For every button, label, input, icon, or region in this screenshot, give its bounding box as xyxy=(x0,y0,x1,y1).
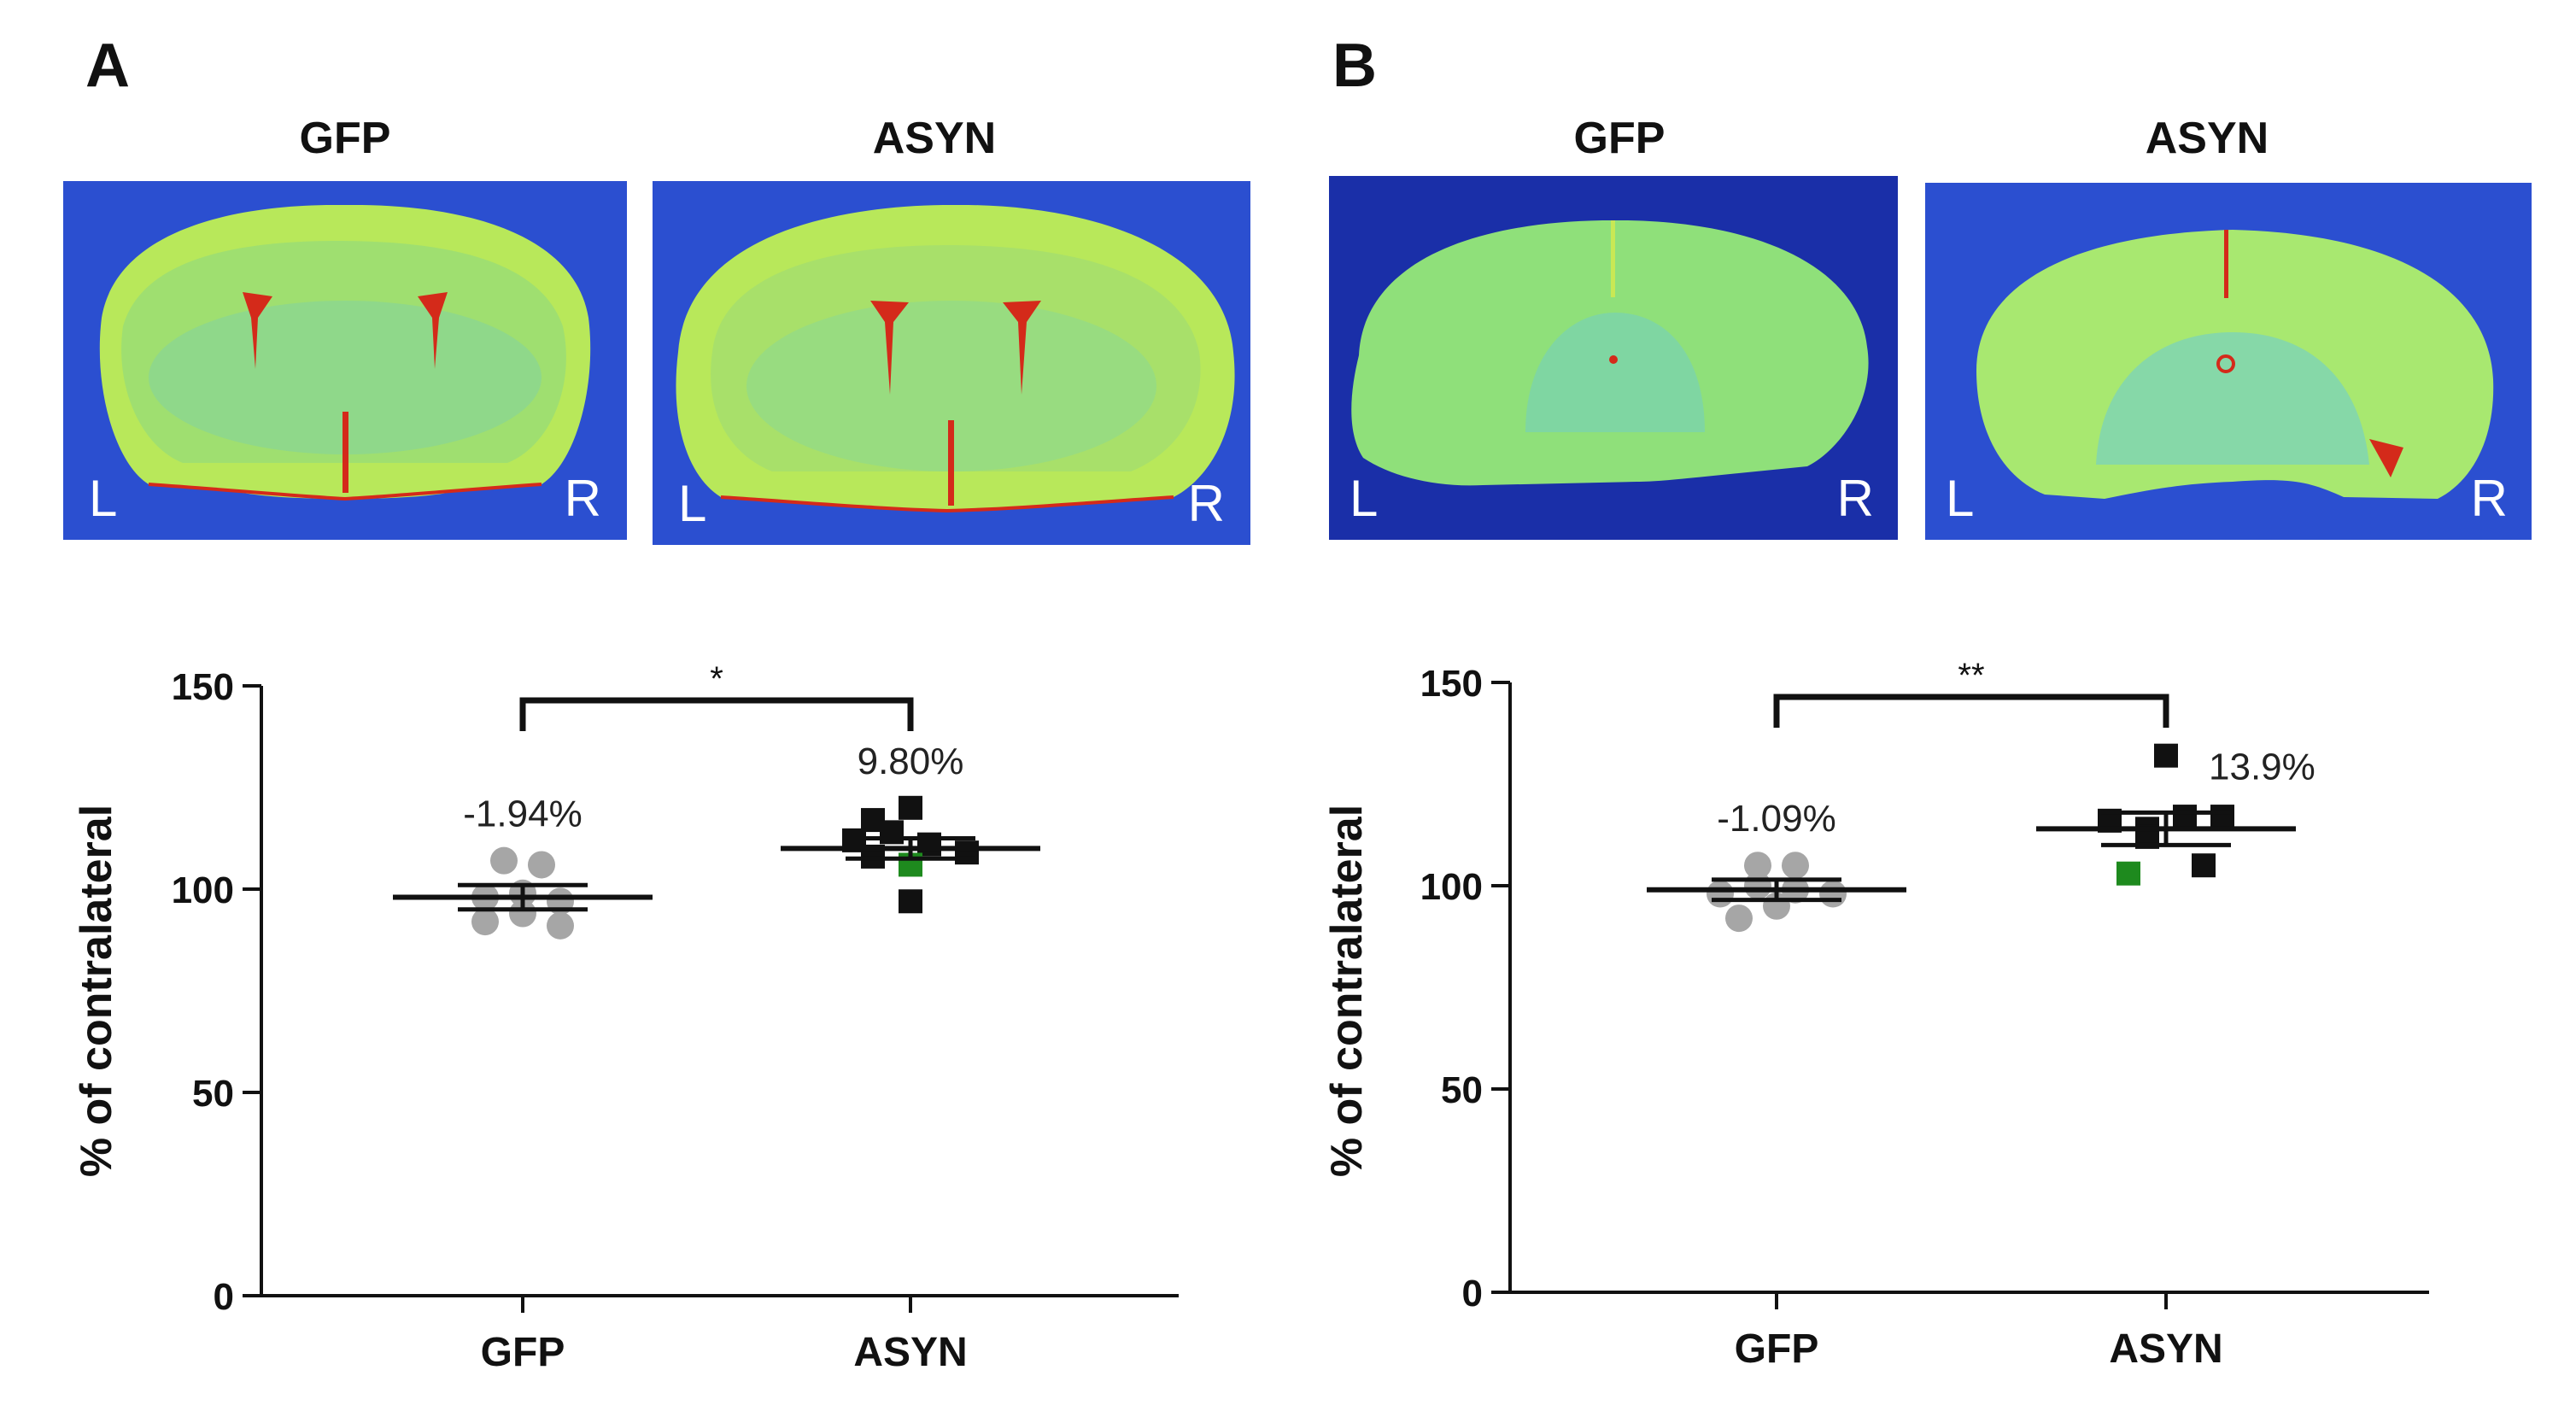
chart-b-significance-bracket xyxy=(1773,694,2169,728)
image-title-a-asyn: ASYN xyxy=(872,114,997,163)
side-label-left: L xyxy=(89,470,118,527)
chart-b-x-tick-label: ASYN xyxy=(2109,1326,2222,1372)
chart-b-asyn-point xyxy=(2154,743,2178,768)
chart-b-x-tick-label: GFP xyxy=(1735,1326,1819,1372)
panel-letter-b: B xyxy=(1332,32,1377,100)
panel-letter-a: A xyxy=(85,32,130,100)
chart-a-gfp-point xyxy=(471,908,499,936)
brain-image-b-asyn: L R xyxy=(1925,183,2532,540)
chart-b-gfp-point xyxy=(1782,852,1809,880)
brain-image-b-gfp: L R xyxy=(1329,176,1898,540)
chart-a-gfp-point xyxy=(528,851,555,879)
chart-b-gfp-point xyxy=(1744,872,1771,899)
chart-a-y-axis-label: % of contralateral xyxy=(72,805,121,1177)
chart-b-gfp-percent-label: -1.09% xyxy=(1717,798,1835,840)
chart-b-gfp-point xyxy=(1819,880,1847,908)
chart-a-x-tick-label: ASYN xyxy=(853,1330,967,1375)
chart-a-significance-label: * xyxy=(710,660,723,698)
side-label-right: R xyxy=(1836,470,1874,527)
chart-a-significance-bracket xyxy=(519,697,914,731)
chart-b-gfp-point xyxy=(1744,852,1771,880)
chart-a-asyn-percent-label: 9.80% xyxy=(858,741,964,782)
side-label-left: L xyxy=(1946,470,1975,527)
side-label-left: L xyxy=(678,475,707,532)
chart-a-gfp-percent-label: -1.94% xyxy=(463,793,582,835)
chart-a-asyn-point xyxy=(899,795,922,820)
chart-a-asyn-point xyxy=(955,840,979,865)
chart-a-y-tick-label: 150 xyxy=(172,666,234,708)
brain-image-a-gfp: L R xyxy=(63,181,627,540)
chart-b-gfp-point xyxy=(1725,905,1753,933)
chart-b-gfp-point xyxy=(1707,880,1734,908)
chart-a-asyn-point xyxy=(880,820,904,845)
chart-b-asyn-point xyxy=(2173,805,2197,829)
side-label-left: L xyxy=(1349,470,1379,527)
chart-b-y-tick-label: 50 xyxy=(1441,1069,1483,1111)
chart-b-significance-label: ** xyxy=(1958,657,1984,694)
chart-b-asyn-point xyxy=(2210,805,2234,829)
chart-b-y-tick-label: 100 xyxy=(1420,866,1483,908)
side-label-right: R xyxy=(564,470,601,527)
chart-b-asyn-percent-label: 13.9% xyxy=(2209,746,2315,788)
chart-a-x-tick-label: GFP xyxy=(481,1330,565,1375)
brain-image-a-asyn: L R xyxy=(653,181,1250,545)
chart-a-y-tick-label: 100 xyxy=(172,869,234,911)
chart-b-y-tick-label: 0 xyxy=(1462,1273,1483,1314)
chart-b-asyn-point xyxy=(2116,861,2140,886)
image-title-b-gfp: GFP xyxy=(1573,114,1666,163)
chart-a-y-tick-label: 0 xyxy=(214,1276,234,1318)
image-title-a-gfp: GFP xyxy=(299,114,391,163)
side-label-right: R xyxy=(2470,470,2508,527)
chart-b-y-axis-label: % of contralateral xyxy=(1322,805,1372,1177)
chart-a-asyn-point xyxy=(899,889,922,914)
chart-a-gfp-point xyxy=(509,899,536,928)
image-title-b-asyn: ASYN xyxy=(2145,114,2269,163)
chart-a-y-tick-label: 50 xyxy=(192,1073,234,1115)
chart-a-gfp-point xyxy=(490,846,518,875)
chart-b-asyn-point xyxy=(2192,853,2216,878)
side-label-right: R xyxy=(1187,475,1225,532)
chart-a-gfp-point xyxy=(547,911,574,940)
chart-b-y-tick-label: 150 xyxy=(1420,663,1483,705)
